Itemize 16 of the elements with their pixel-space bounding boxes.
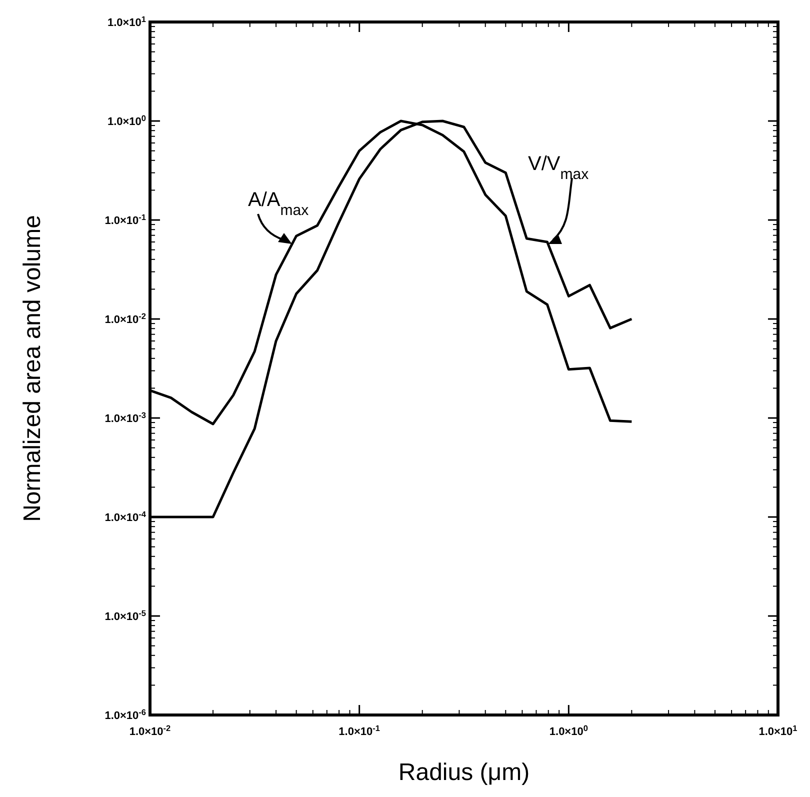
x-tick-label: 1.0×10$^{-2}$ xyxy=(129,724,172,738)
x-tick-label: 1.0×10$^{1}$ xyxy=(758,724,798,738)
x-tick-label: 1.0×10$^{0}$ xyxy=(549,724,588,738)
x-tick-label: 1.0×10$^{-1}$ xyxy=(338,724,380,738)
y-tick-label: 1.0×10$^{-1}$ xyxy=(104,212,146,227)
series-label: V/V$_{max}$ xyxy=(528,153,590,182)
x-axis-title: Radius (μm) xyxy=(398,759,530,786)
y-tick-label: 1.0×10$^{-2}$ xyxy=(104,312,146,326)
y-axis-title: Normalized area and volume xyxy=(19,215,46,522)
y-tick-label: 1.0×10$^{-5}$ xyxy=(104,608,146,623)
series-label: A/A$_{max}$ xyxy=(248,189,310,218)
y-tick-label: 1.0×10$^{-3}$ xyxy=(104,410,146,425)
y-tick-label: 1.0×10$^{0}$ xyxy=(107,114,146,128)
y-tick-label: 1.0×10$^{1}$ xyxy=(107,14,146,29)
y-tick-label: 1.0×10$^{-6}$ xyxy=(104,708,146,722)
y-tick-label: 1.0×10$^{-4}$ xyxy=(104,510,146,524)
